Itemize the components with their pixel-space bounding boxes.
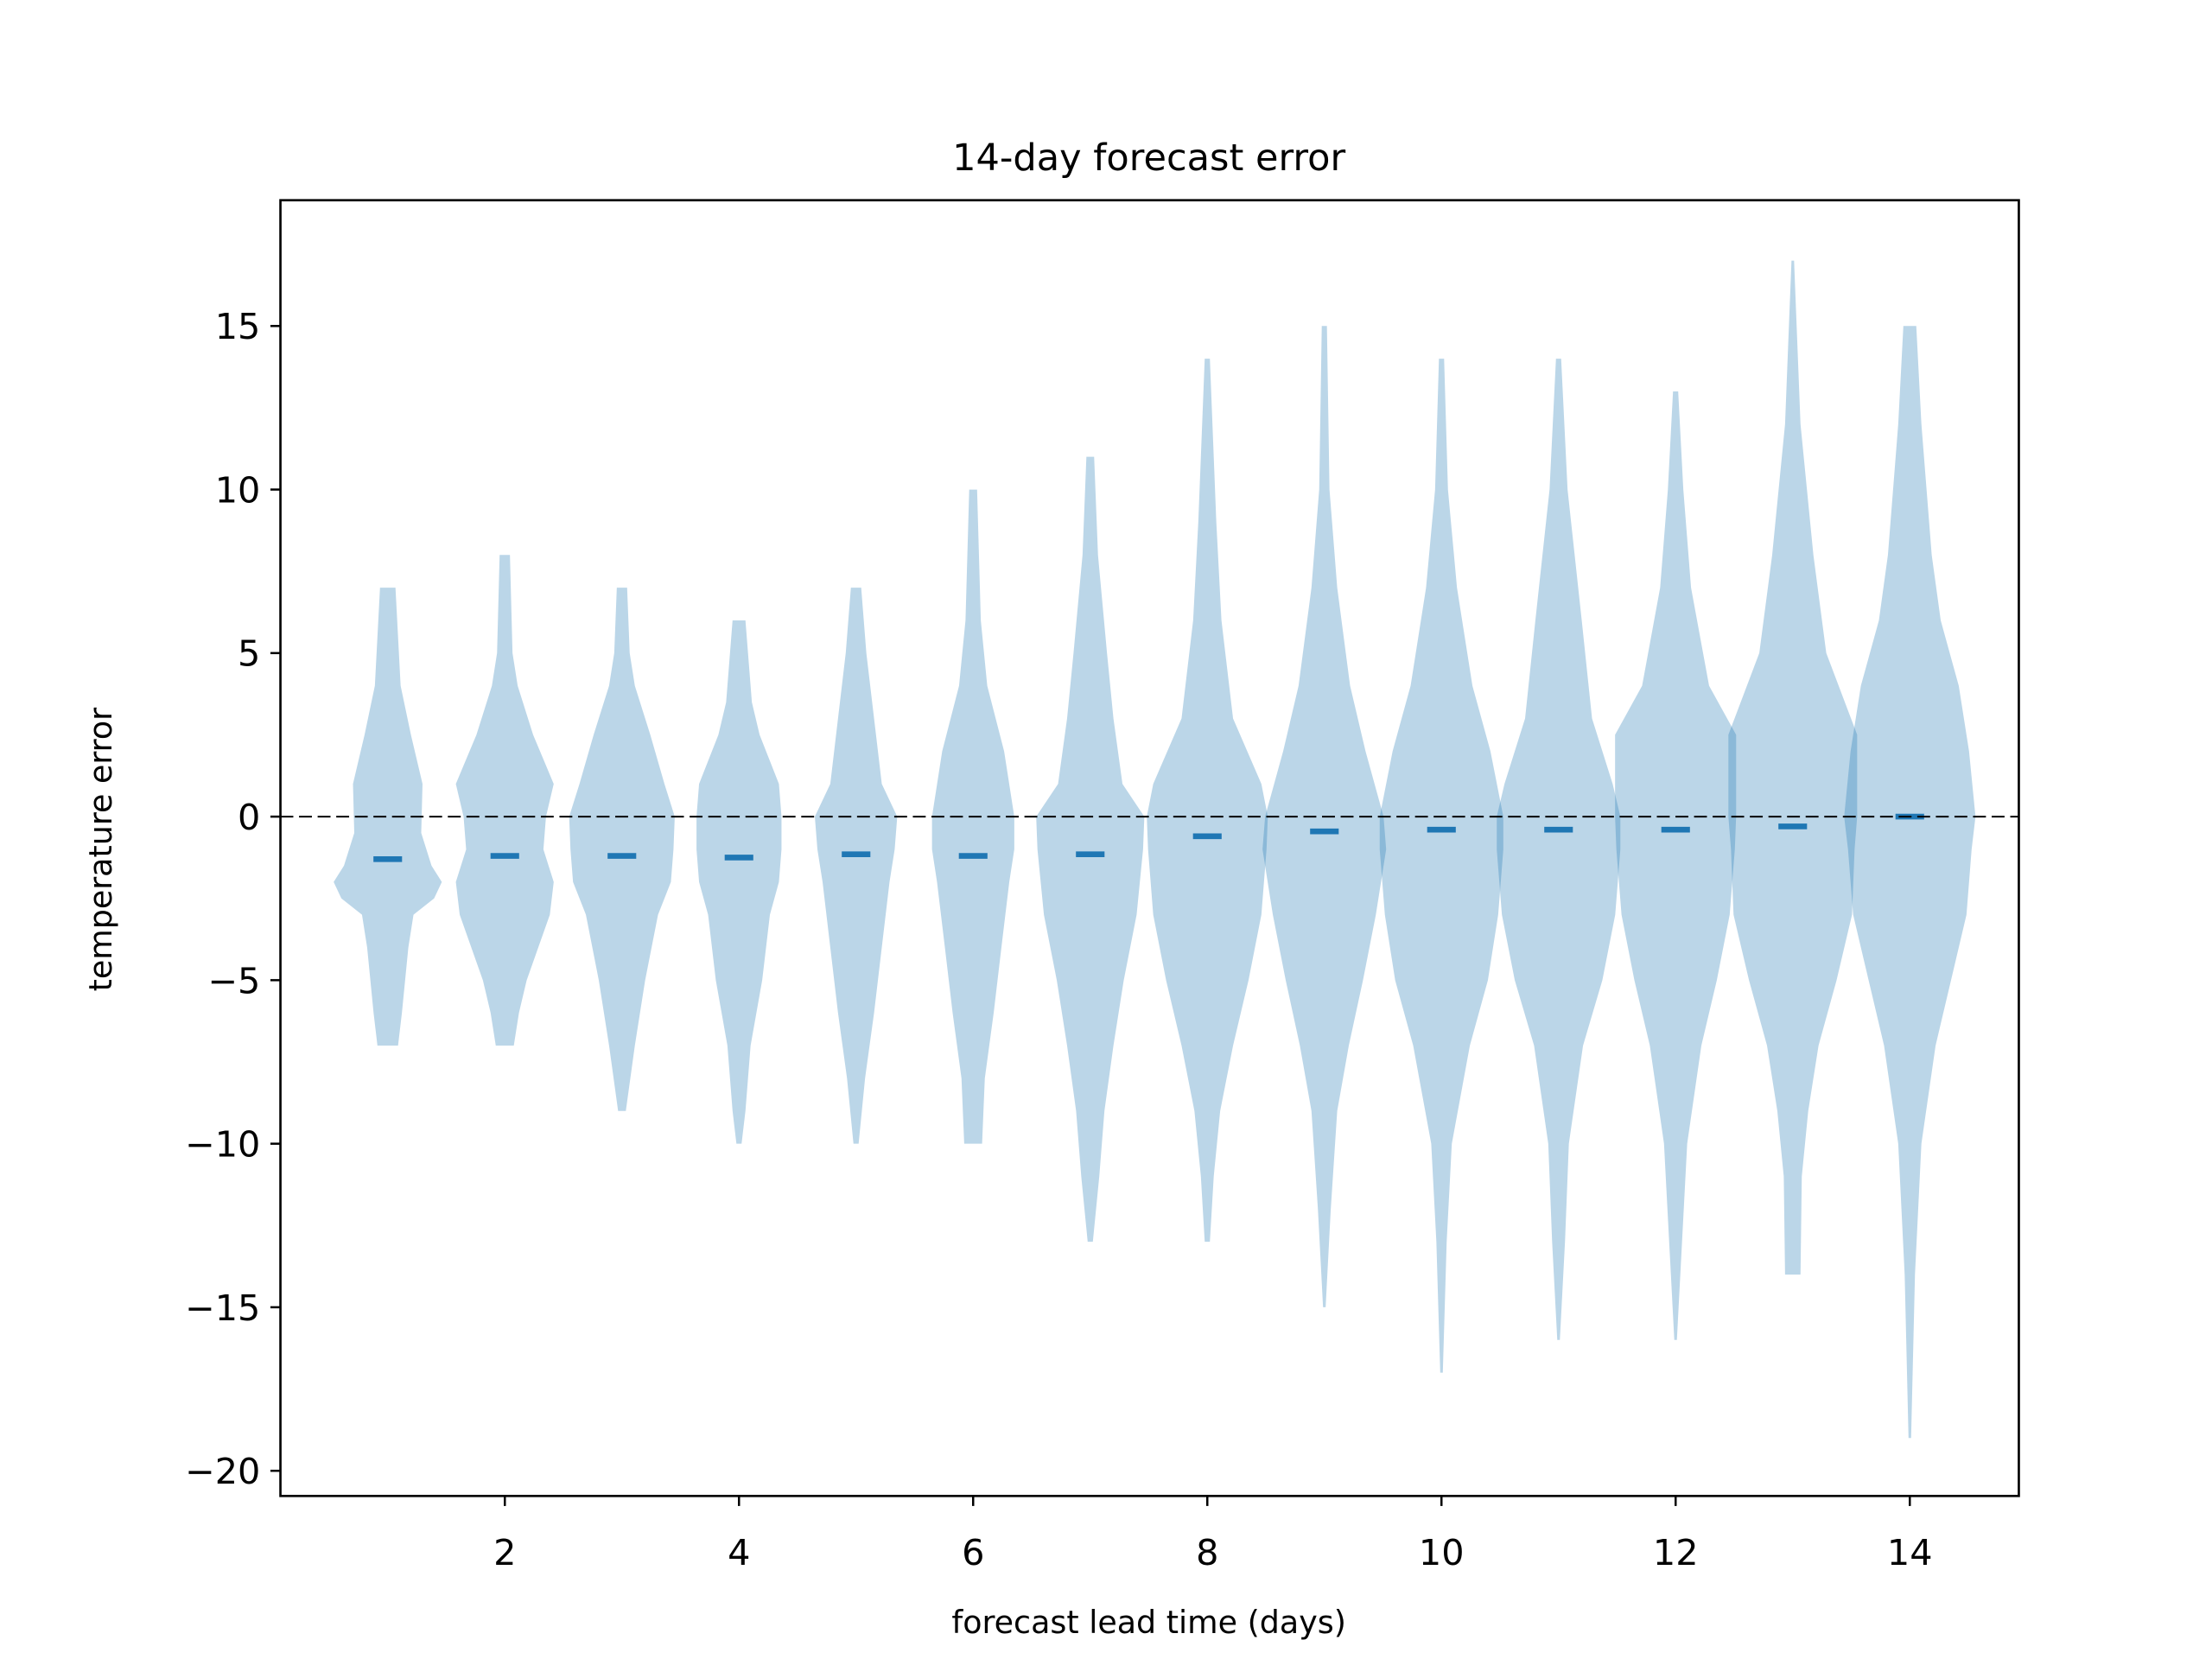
chart-title: 14-day forecast error	[952, 137, 1345, 180]
y-tick-label: 5	[238, 633, 260, 675]
y-axis: −20 −15 −10 −5 0 5 10 15	[185, 306, 281, 1492]
violin-body	[815, 588, 898, 1144]
y-tick-label: −20	[185, 1451, 260, 1492]
x-axis-label: forecast lead time (days)	[951, 1604, 1346, 1641]
y-axis-label: temperature error	[82, 708, 119, 992]
x-tick-label: 8	[1196, 1532, 1218, 1573]
x-tick-label: 2	[493, 1532, 516, 1573]
y-tick-label: 15	[215, 306, 261, 347]
violin-body	[1728, 260, 1858, 1275]
y-tick-label: −10	[185, 1124, 260, 1166]
violin-body	[1379, 359, 1503, 1373]
axes-frame	[279, 199, 2020, 1497]
violin-body	[1497, 359, 1621, 1340]
violin-body	[1036, 456, 1145, 1243]
x-tick-label: 6	[962, 1532, 984, 1573]
violin-body	[696, 620, 782, 1144]
violin-body	[569, 588, 675, 1111]
y-tick-label: −5	[207, 960, 260, 1001]
violin-body	[1615, 391, 1737, 1340]
y-tick-label: 10	[215, 469, 261, 511]
x-axis: 2 4 6 8 10 12 14	[493, 1496, 1933, 1573]
violin-body	[455, 555, 554, 1046]
x-tick-label: 4	[728, 1532, 750, 1573]
x-tick-label: 10	[1419, 1532, 1465, 1573]
y-tick-label: 0	[238, 797, 260, 838]
x-tick-label: 14	[1887, 1532, 1933, 1573]
violin-body	[1147, 359, 1268, 1243]
violin-body	[334, 588, 442, 1046]
violin-body	[1844, 326, 1976, 1439]
x-tick-label: 12	[1653, 1532, 1699, 1573]
y-tick-label: −15	[185, 1287, 260, 1329]
